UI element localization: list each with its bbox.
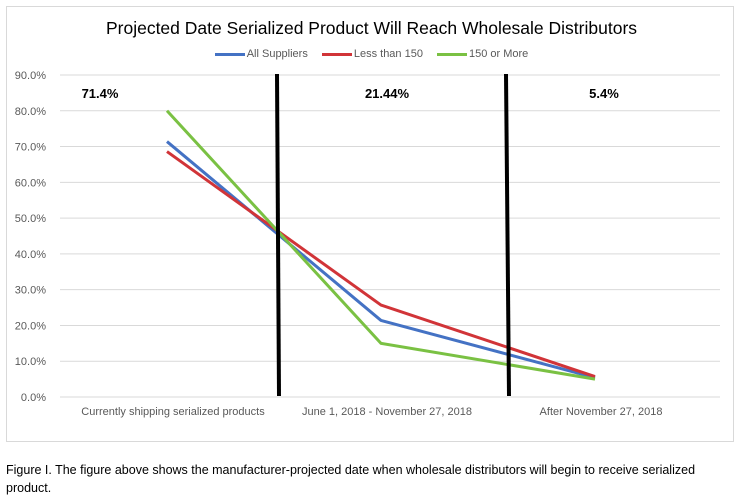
legend-item: 150 or More <box>436 48 529 60</box>
annotation-label: 71.4% <box>82 86 119 101</box>
x-tick-label: June 1, 2018 - November 27, 2018 <box>302 406 472 418</box>
x-tick-label: After November 27, 2018 <box>540 406 663 418</box>
chart-frame <box>6 6 734 442</box>
y-tick-label: 90.0% <box>15 70 46 82</box>
x-tick-label: Currently shipping serialized products <box>81 406 265 418</box>
y-tick-label: 40.0% <box>15 249 46 261</box>
legend-swatch <box>321 52 352 56</box>
y-tick-label: 80.0% <box>15 106 46 118</box>
legend-label: Less than 150 <box>353 48 423 60</box>
divider-line <box>275 73 281 397</box>
divider-line <box>504 73 511 397</box>
annotation-label: 5.4% <box>589 86 619 101</box>
annotation-label: 21.44% <box>365 86 410 101</box>
y-tick-label: 30.0% <box>15 285 46 297</box>
legend-label: 150 or More <box>468 48 529 60</box>
legend: All Suppliers Less than 150 150 or More <box>0 48 743 60</box>
legend-swatch <box>436 52 467 56</box>
y-tick-label: 50.0% <box>15 213 46 225</box>
y-tick-label: 0.0% <box>21 392 46 404</box>
figure-caption: Figure I. The figure above shows the man… <box>6 463 696 495</box>
legend-item: All Suppliers <box>214 48 308 60</box>
y-tick-label: 70.0% <box>15 142 46 154</box>
legend-label: All Suppliers <box>246 48 308 60</box>
y-tick-label: 10.0% <box>15 356 46 368</box>
chart-title: Projected Date Serialized Product Will R… <box>105 18 638 38</box>
series-line-150-or-more <box>165 109 596 381</box>
y-tick-label: 20.0% <box>15 320 46 332</box>
legend-item: Less than 150 <box>321 48 423 60</box>
legend-swatch <box>214 52 245 56</box>
y-tick-label: 60.0% <box>15 177 46 189</box>
line-chart: 0.0% 10.0% 20.0% 30.0% 40.0% 50.0% 60.0% 70.0% 8… <box>15 70 720 418</box>
